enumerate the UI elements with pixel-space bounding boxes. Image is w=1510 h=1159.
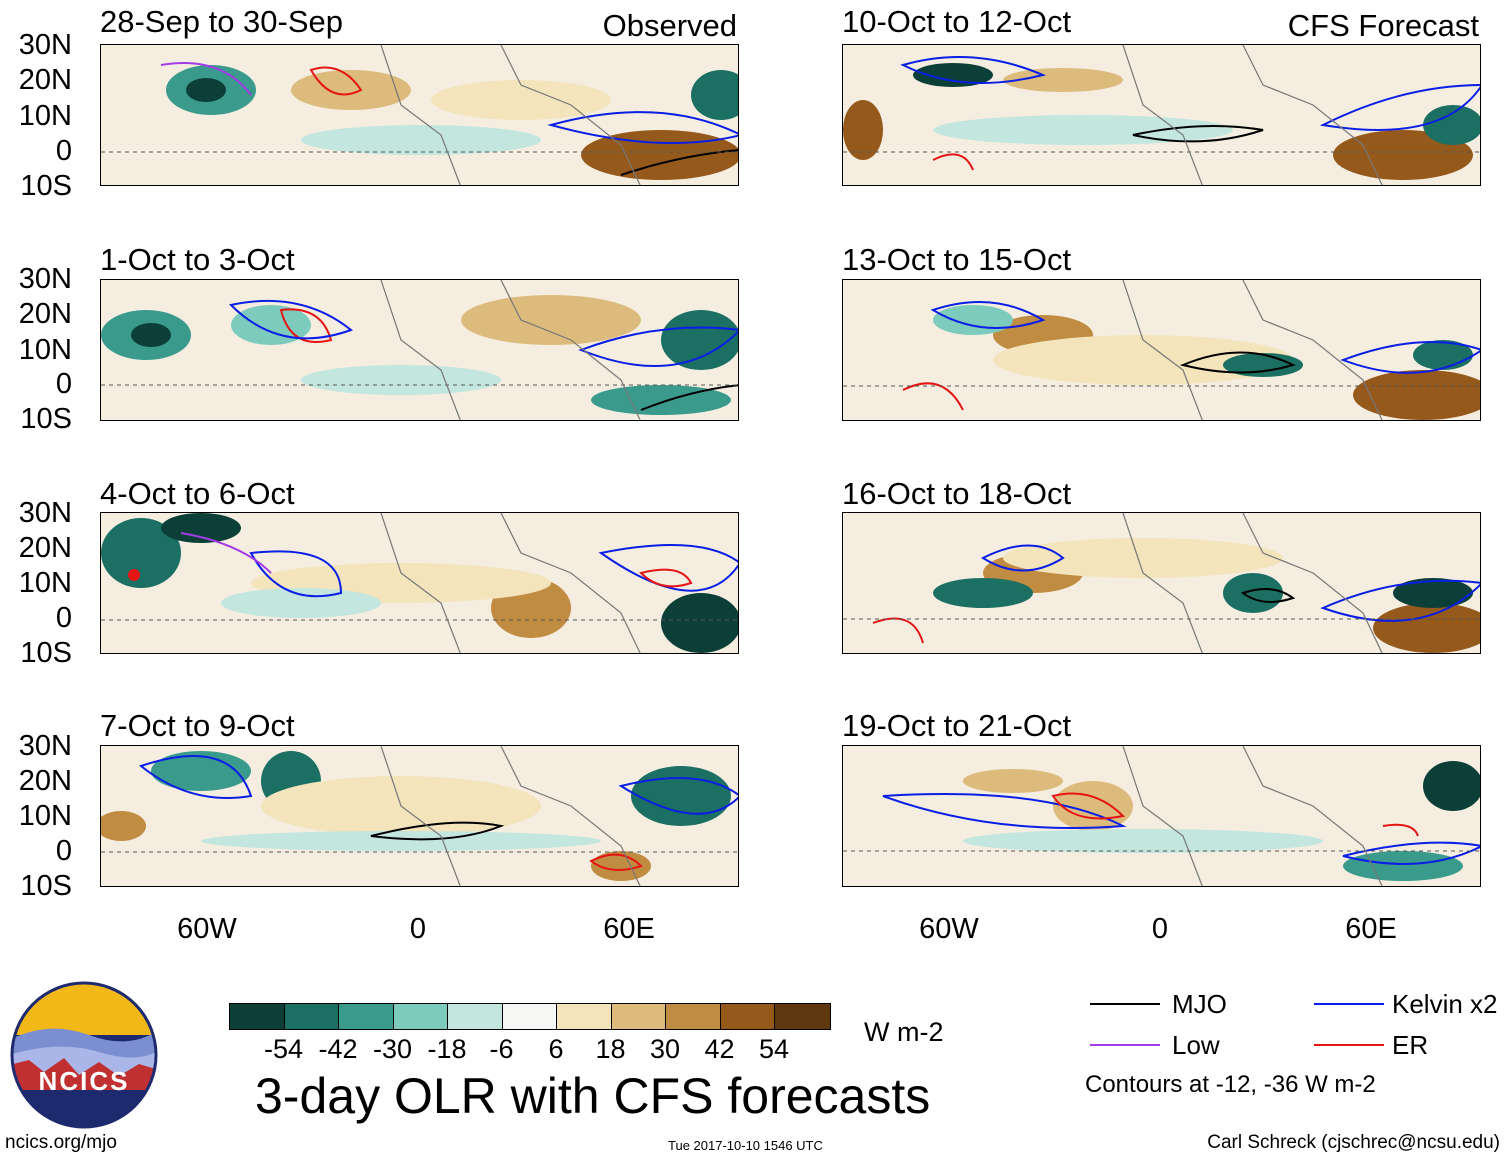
colorbar <box>229 1003 831 1030</box>
lat-label: 30N <box>18 730 72 762</box>
legend-low-line <box>1090 1044 1160 1046</box>
panel-4-title: 7-Oct to 9-Oct <box>100 708 295 743</box>
lat-label: 0 <box>55 835 72 867</box>
lat-label: 10N <box>18 567 72 599</box>
legend-mjo-label: MJO <box>1172 989 1227 1019</box>
lat-label: 10S <box>20 870 72 902</box>
panel-7-title: 16-Oct to 18-Oct <box>842 476 1072 511</box>
colorbar-tick-label: -42 <box>318 1034 358 1064</box>
lon-label: 60W <box>919 913 979 945</box>
colorbar-tick-label: -18 <box>427 1034 467 1064</box>
olr-map-3 <box>100 512 739 654</box>
olr-map-2 <box>100 279 739 421</box>
colorbar-tick-label: -6 <box>489 1034 514 1064</box>
panel-1-label: Observed <box>602 8 737 43</box>
legend-kelvin-line <box>1314 1003 1384 1005</box>
colorbar-swatch <box>230 1004 285 1029</box>
colorbar-swatch <box>502 1004 557 1029</box>
panel-2-title: 1-Oct to 3-Oct <box>100 242 295 277</box>
olr-map-7 <box>842 512 1481 654</box>
lat-label: 10N <box>18 334 72 366</box>
colorbar-swatch <box>393 1004 448 1029</box>
colorbar-tick-label: 54 <box>758 1034 790 1064</box>
lat-label: 10S <box>20 170 72 202</box>
legend-er-line <box>1314 1044 1384 1046</box>
colorbar-swatch <box>448 1004 503 1029</box>
lat-label: 30N <box>18 497 72 529</box>
colorbar-tick-label: 18 <box>595 1034 626 1064</box>
colorbar-units: W m-2 <box>864 1017 944 1047</box>
colorbar-tick-label: 6 <box>548 1034 564 1064</box>
panel-8-title: 19-Oct to 21-Oct <box>842 708 1072 743</box>
colorbar-tick-label: -30 <box>372 1034 413 1064</box>
contour-note: Contours at -12, -36 W m-2 <box>1085 1071 1376 1098</box>
figure-title: 3-day OLR with CFS forecasts <box>255 1068 931 1124</box>
colorbar-swatch <box>775 1004 830 1029</box>
colorbar-swatch <box>557 1004 612 1029</box>
colorbar-swatch <box>720 1004 775 1029</box>
colorbar-tick-label: 30 <box>649 1034 681 1064</box>
olr-map-1 <box>100 44 739 186</box>
lat-label: 30N <box>18 29 72 61</box>
colorbar-swatch <box>666 1004 721 1029</box>
panel-6-title: 13-Oct to 15-Oct <box>842 242 1072 277</box>
lat-label: 20N <box>18 765 72 797</box>
olr-map-8 <box>842 745 1481 887</box>
footer-credit: Carl Schreck (cjschrec@ncsu.edu) <box>1207 1132 1500 1153</box>
footer-link[interactable]: ncics.org/mjo <box>5 1132 117 1153</box>
lat-label: 30N <box>18 263 72 295</box>
colorbar-tick-label: 42 <box>704 1034 735 1064</box>
footer-timestamp: Tue 2017-10-10 1546 UTC <box>668 1138 823 1153</box>
olr-map-6 <box>842 279 1481 421</box>
legend-low-label: Low <box>1172 1030 1220 1060</box>
panel-5-label: CFS Forecast <box>1287 8 1479 43</box>
lon-label: 0 <box>409 913 427 945</box>
lon-label: 60W <box>177 913 237 945</box>
panel-3-title: 4-Oct to 6-Oct <box>100 476 295 511</box>
lat-label: 20N <box>18 298 72 330</box>
panel-1-title: 28-Sep to 30-Sep <box>100 4 344 39</box>
lat-label: 10N <box>18 100 72 132</box>
lon-label: 60E <box>1345 913 1397 945</box>
lat-label: 10S <box>20 403 72 435</box>
lat-label: 10S <box>20 637 72 669</box>
lat-label: 20N <box>18 64 72 96</box>
olr-map-5 <box>842 44 1481 186</box>
colorbar-tick-label: -54 <box>263 1034 304 1064</box>
ncics-logo: NCICS <box>9 980 159 1130</box>
ncics-logo-icon <box>10 981 158 1129</box>
lat-label: 20N <box>18 532 72 564</box>
logo-text: NCICS <box>38 1066 130 1096</box>
lon-label: 60E <box>603 913 655 945</box>
legend-mjo-line <box>1090 1003 1160 1005</box>
colorbar-swatch <box>284 1004 339 1029</box>
colorbar-swatch <box>339 1004 394 1029</box>
legend-er-label: ER <box>1392 1030 1429 1060</box>
lon-label: 0 <box>1151 913 1169 945</box>
lat-label: 0 <box>55 368 72 400</box>
olr-map-4 <box>100 745 739 887</box>
colorbar-swatch <box>611 1004 666 1029</box>
legend-kelvin-label: Kelvin x2 <box>1392 989 1498 1019</box>
lat-label: 0 <box>55 602 72 634</box>
panel-5-title: 10-Oct to 12-Oct <box>842 4 1072 39</box>
lat-label: 10N <box>18 800 72 832</box>
lat-label: 0 <box>55 135 72 167</box>
